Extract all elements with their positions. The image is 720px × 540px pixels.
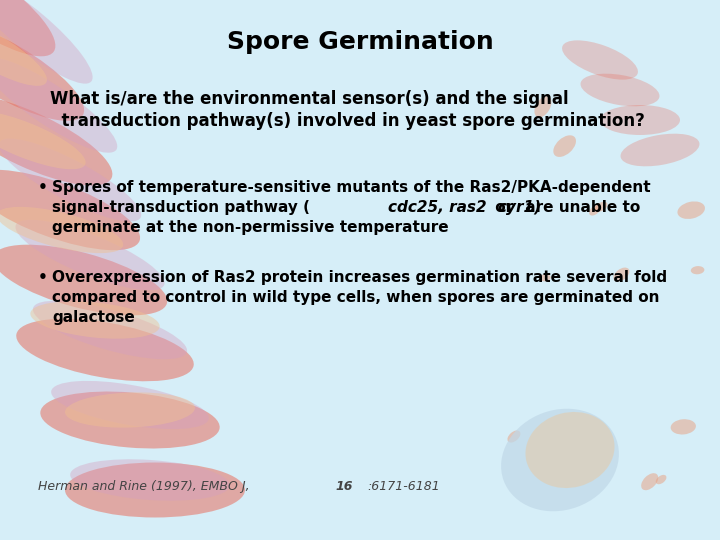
Ellipse shape: [508, 430, 521, 443]
Text: transduction pathway(s) involved in yeast spore germination?: transduction pathway(s) involved in yeas…: [50, 112, 645, 130]
Text: signal-transduction pathway (: signal-transduction pathway (: [52, 200, 310, 215]
Ellipse shape: [65, 393, 195, 428]
Text: Spore Germination: Spore Germination: [227, 30, 493, 54]
Ellipse shape: [0, 0, 55, 56]
Ellipse shape: [613, 267, 629, 281]
Ellipse shape: [562, 40, 638, 79]
Text: galactose: galactose: [52, 310, 135, 325]
Ellipse shape: [534, 96, 552, 117]
Ellipse shape: [17, 319, 194, 381]
Ellipse shape: [0, 138, 141, 221]
Text: compared to control in wild type cells, when spores are germinated on: compared to control in wild type cells, …: [52, 290, 660, 305]
Text: cdc25, ras2: cdc25, ras2: [388, 200, 487, 215]
Text: •: •: [38, 180, 48, 195]
Ellipse shape: [0, 57, 117, 153]
Ellipse shape: [670, 419, 696, 435]
Ellipse shape: [553, 136, 576, 157]
Ellipse shape: [0, 94, 112, 185]
Ellipse shape: [526, 412, 615, 488]
Ellipse shape: [600, 105, 680, 135]
Ellipse shape: [70, 460, 230, 501]
Ellipse shape: [15, 220, 165, 290]
Ellipse shape: [33, 301, 187, 359]
Text: germinate at the non-permissive temperature: germinate at the non-permissive temperat…: [52, 220, 449, 235]
Text: are unable to: are unable to: [520, 200, 640, 215]
Ellipse shape: [621, 134, 699, 166]
Text: cyr1): cyr1): [498, 200, 542, 215]
Ellipse shape: [0, 0, 93, 84]
Ellipse shape: [595, 202, 608, 212]
Text: Spores of temperature-sensitive mutants of the Ras2/PKA-dependent: Spores of temperature-sensitive mutants …: [52, 180, 651, 195]
Ellipse shape: [501, 409, 619, 511]
Text: or: or: [490, 200, 518, 215]
Text: Overexpression of Ras2 protein increases germination rate several fold: Overexpression of Ras2 protein increases…: [52, 270, 667, 285]
Ellipse shape: [0, 170, 140, 250]
Text: :6171-6181: :6171-6181: [367, 480, 440, 493]
Ellipse shape: [580, 73, 660, 106]
Text: 16: 16: [335, 480, 353, 493]
Ellipse shape: [690, 266, 704, 274]
Ellipse shape: [0, 207, 123, 253]
Text: •: •: [38, 270, 48, 285]
Text: What is/are the environmental sensor(s) and the signal: What is/are the environmental sensor(s) …: [50, 90, 569, 108]
Ellipse shape: [0, 14, 47, 86]
Ellipse shape: [678, 201, 705, 219]
Ellipse shape: [0, 19, 84, 121]
Ellipse shape: [589, 205, 600, 215]
Ellipse shape: [30, 301, 160, 339]
Ellipse shape: [65, 462, 245, 517]
Ellipse shape: [539, 274, 551, 281]
Ellipse shape: [0, 245, 167, 315]
Text: Herman and Rine (1997), EMBO J,: Herman and Rine (1997), EMBO J,: [38, 480, 253, 493]
Ellipse shape: [0, 111, 86, 169]
Ellipse shape: [51, 381, 209, 429]
Ellipse shape: [642, 473, 658, 490]
Ellipse shape: [656, 475, 667, 484]
Ellipse shape: [40, 392, 220, 449]
